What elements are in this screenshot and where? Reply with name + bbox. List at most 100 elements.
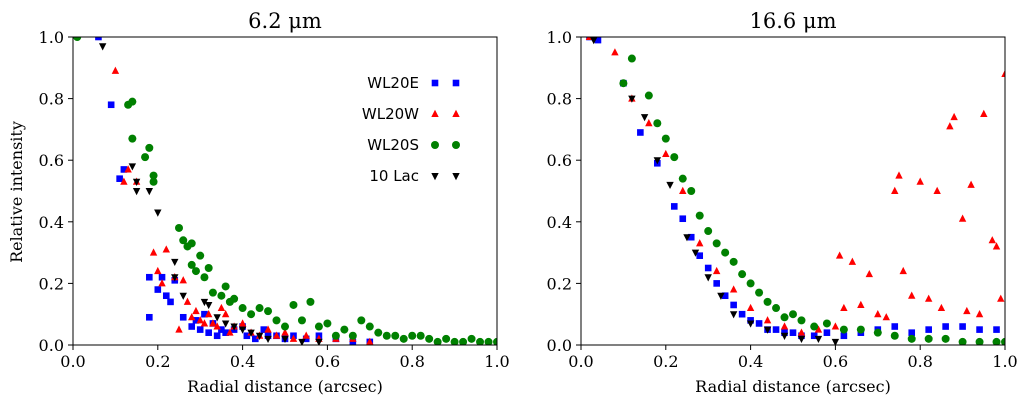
data-point — [661, 134, 670, 143]
data-point — [204, 264, 213, 272]
data-point — [670, 203, 678, 210]
data-point — [260, 326, 268, 333]
data-point — [840, 303, 848, 312]
data-point — [798, 332, 805, 340]
data-point — [810, 322, 819, 331]
data-point — [331, 331, 340, 340]
data-point — [179, 313, 187, 321]
data-point — [712, 266, 721, 275]
data-point — [213, 332, 221, 340]
data-point — [302, 331, 310, 339]
data-point — [627, 54, 636, 63]
legend-entry-wl20w: WL20W — [362, 105, 460, 123]
data-point — [789, 329, 797, 336]
data-point — [687, 233, 695, 241]
data-point — [814, 325, 823, 333]
data-point — [810, 332, 818, 340]
series-10-lac — [98, 43, 323, 345]
data-point — [797, 335, 806, 344]
data-point — [916, 177, 924, 185]
series-wl20e — [586, 37, 1000, 340]
data-point — [644, 91, 653, 100]
data-point — [154, 266, 162, 275]
x-tick-label: 0.0 — [568, 352, 593, 371]
legend-entry-wl20e: WL20E — [367, 74, 460, 92]
data-point — [772, 304, 781, 313]
data-point — [272, 331, 281, 339]
data-point — [780, 332, 789, 340]
data-point — [221, 282, 230, 291]
data-point — [141, 153, 150, 162]
data-point — [746, 303, 755, 312]
data-point — [704, 264, 712, 272]
data-point — [171, 258, 179, 267]
data-point — [230, 323, 238, 331]
data-point — [619, 79, 628, 88]
data-point — [146, 273, 153, 281]
data-point — [891, 323, 899, 330]
legend-marker — [431, 79, 439, 87]
data-point — [666, 181, 674, 190]
data-point — [146, 313, 153, 321]
data-point — [640, 114, 649, 122]
data-point — [691, 249, 700, 257]
data-point — [637, 129, 644, 136]
data-point — [908, 291, 916, 299]
data-point — [187, 260, 196, 269]
series-wl20w — [585, 37, 1005, 336]
data-point — [188, 323, 196, 330]
data-point — [154, 209, 162, 217]
data-point — [882, 313, 890, 321]
data-point — [222, 329, 229, 336]
data-point — [781, 329, 788, 336]
data-point — [201, 310, 208, 318]
data-point — [124, 165, 132, 173]
data-point — [797, 316, 806, 325]
data-point — [729, 285, 738, 293]
data-point — [357, 316, 366, 325]
data-point — [662, 149, 670, 158]
data-point — [128, 134, 137, 143]
data-point — [611, 48, 619, 56]
data-point — [196, 251, 205, 260]
data-point — [772, 326, 780, 333]
data-point — [933, 186, 941, 194]
data-point — [221, 320, 230, 328]
data-point — [848, 257, 857, 265]
data-point — [831, 338, 840, 345]
data-point — [187, 239, 196, 248]
data-point — [247, 310, 256, 319]
data-point — [107, 101, 115, 109]
data-point — [374, 328, 383, 337]
data-point — [238, 319, 247, 327]
legend-marker — [452, 109, 460, 117]
data-point — [200, 273, 209, 282]
data-point — [645, 119, 653, 127]
data-point — [230, 294, 239, 303]
data-point — [149, 171, 158, 180]
data-point — [755, 320, 763, 327]
y-tick-label: 0.4 — [39, 213, 64, 232]
data-point — [476, 337, 485, 345]
data-point — [247, 329, 255, 337]
data-point — [175, 223, 183, 232]
data-point — [780, 322, 789, 330]
data-point — [746, 320, 755, 328]
data-point — [306, 297, 315, 306]
data-point — [252, 335, 259, 343]
data-point — [976, 326, 983, 333]
y-tick-label: 0.6 — [39, 151, 64, 170]
data-point — [590, 37, 598, 45]
data-point — [315, 338, 323, 345]
data-point — [835, 251, 844, 259]
data-point — [298, 338, 306, 345]
legend-label: 10 Lac — [369, 167, 419, 185]
data-point — [823, 329, 831, 336]
data-point — [450, 337, 459, 345]
plot-frame — [72, 36, 498, 346]
y-tick-label: 0.4 — [547, 213, 572, 232]
data-point — [132, 178, 141, 186]
data-point — [111, 66, 120, 74]
data-point — [831, 322, 840, 330]
data-point — [192, 317, 200, 324]
